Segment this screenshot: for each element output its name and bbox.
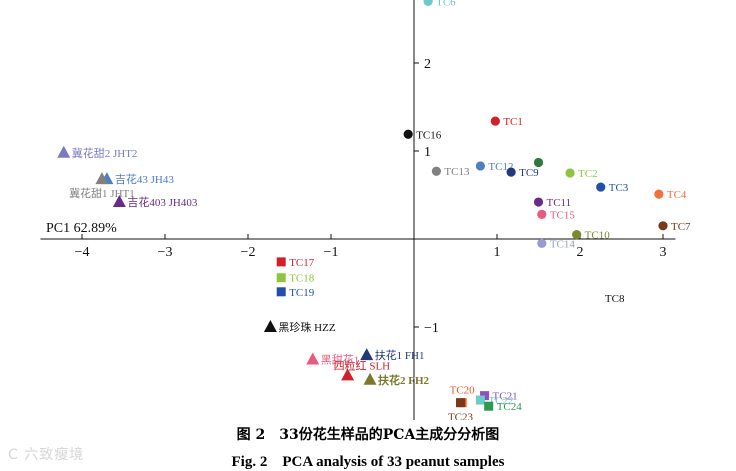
point-label: TC2 <box>578 168 598 180</box>
point-marker <box>341 368 355 381</box>
figure-caption-chinese: 图 2 33份花生样品的PCA主成分分析图 <box>236 427 500 443</box>
point-marker <box>360 348 374 361</box>
point-label: TC14 <box>550 238 576 250</box>
x-axis-label: PC1 62.89% <box>46 221 117 236</box>
point-marker <box>276 257 286 267</box>
point-marker <box>455 398 465 408</box>
point-label: TC15 <box>550 209 576 221</box>
point-marker <box>276 273 286 283</box>
x-tick-label: −4 <box>75 245 90 260</box>
point-label: TC20 <box>450 385 476 397</box>
point-label: TC3 <box>609 182 629 194</box>
point-label: TC24 <box>497 401 523 413</box>
axes <box>40 0 676 420</box>
point-marker <box>112 195 126 208</box>
point-marker <box>506 167 516 177</box>
point-label: 吉花43 JH43 <box>115 173 174 186</box>
point-label: TC11 <box>547 197 572 209</box>
x-tick-label: 1 <box>494 245 501 260</box>
x-tick-label: 3 <box>660 245 667 260</box>
point-marker <box>533 197 544 207</box>
watermark-logo: C 六致瘦境 <box>8 447 85 463</box>
point-marker <box>565 168 575 178</box>
point-marker <box>475 161 485 171</box>
x-tick-label: 2 <box>577 245 584 260</box>
point-marker <box>475 395 485 405</box>
y-tick-label: −1 <box>424 321 439 336</box>
point-label: TC13 <box>444 166 470 178</box>
point-marker <box>95 172 109 185</box>
x-tick-label: −1 <box>324 245 339 260</box>
point-marker <box>263 320 277 332</box>
point-label: TC10 <box>585 230 611 242</box>
point-marker <box>431 166 442 176</box>
point-label: 四粒红 SLH <box>334 358 391 372</box>
point-label: 冀花甜1 JHT1 <box>69 186 135 200</box>
point-label: 黑珍珠 HZZ <box>278 320 335 334</box>
point-label: TC22 <box>488 395 513 407</box>
point-label: TC4 <box>667 189 687 201</box>
x-tick-label: −2 <box>241 245 256 260</box>
point-marker <box>306 352 320 365</box>
point-label: TC18 <box>289 273 315 285</box>
point-marker <box>363 372 377 385</box>
point-label: TC21 <box>493 391 518 403</box>
point-marker <box>484 401 494 411</box>
point-label: TC17 <box>289 257 315 269</box>
point-label: TC8 <box>605 293 625 305</box>
y-tick-label: 2 <box>424 57 431 72</box>
point-marker <box>276 287 286 297</box>
point-label: 扶花1 FH1 <box>375 348 425 362</box>
point-marker <box>537 209 547 219</box>
figure-caption-english: Fig. 2 PCA analysis of 33 peanut samples <box>231 454 505 470</box>
point-label: 吉花403 JH403 <box>127 196 197 209</box>
point-marker <box>533 157 544 168</box>
point-label: TC1 <box>503 116 523 128</box>
point-label: 黑甜花1 <box>321 354 360 367</box>
point-label: 冀花甜2 JHT2 <box>72 146 138 160</box>
point-label: TC6 <box>436 0 456 8</box>
y-tick-label: 1 <box>424 145 431 160</box>
point-marker <box>403 129 413 139</box>
point-label: TC9 <box>519 167 539 179</box>
x-tick-label: −3 <box>158 245 173 260</box>
point-label: TC23 <box>448 412 474 420</box>
point-label: TC16 <box>416 129 442 141</box>
point-marker <box>423 0 433 6</box>
point-marker <box>537 238 547 248</box>
point-marker <box>490 116 500 126</box>
point-marker <box>572 230 582 240</box>
point-marker <box>658 221 668 231</box>
point-marker <box>654 189 664 199</box>
point-marker <box>57 145 71 158</box>
point-label: TC7 <box>671 221 691 233</box>
point-label: TC19 <box>289 287 315 299</box>
point-label: 扶花2 FH2 <box>378 373 430 387</box>
point-marker <box>596 182 606 192</box>
tick-labels: −4 −3 −2 −1 1 2 3 2 1 −1 <box>75 57 667 336</box>
